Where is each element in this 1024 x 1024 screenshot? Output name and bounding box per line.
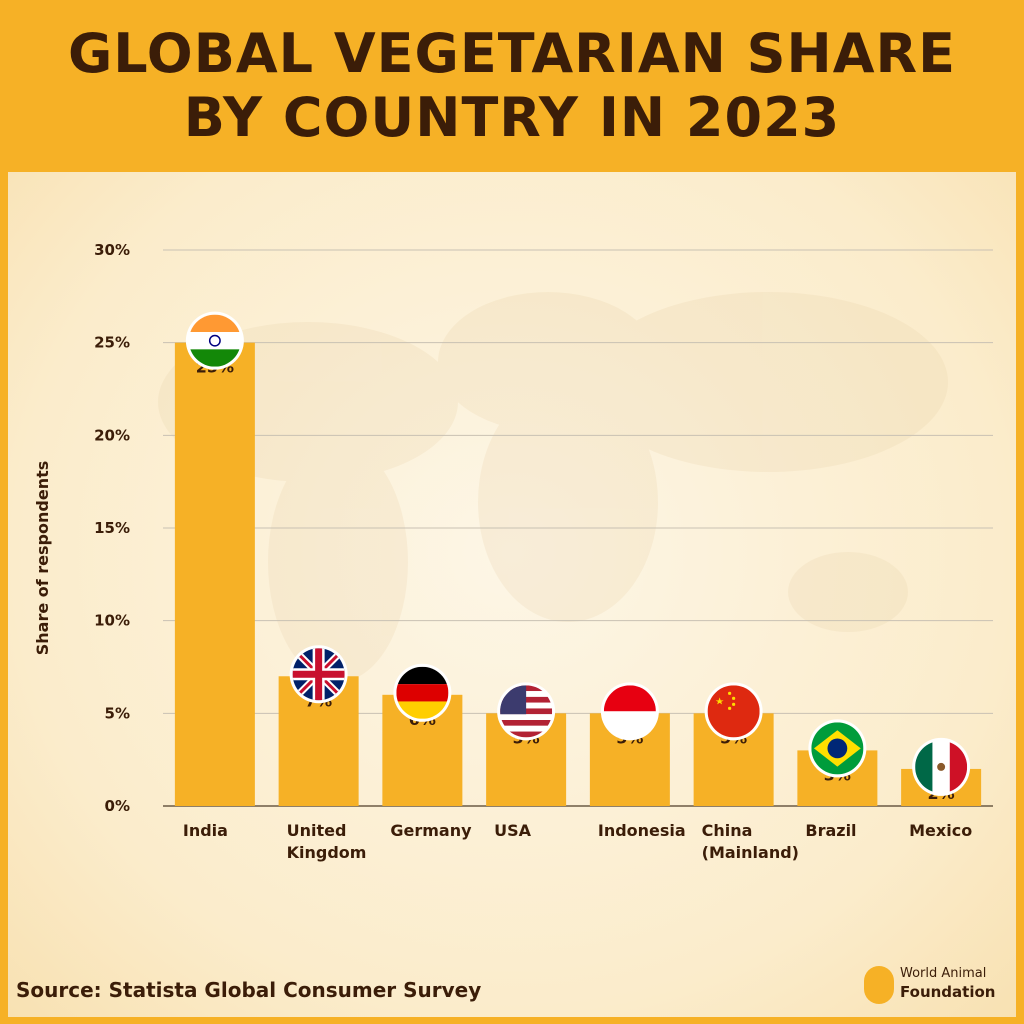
y-tick-label: 5% [105,704,130,722]
chart-title: GLOBAL VEGETARIAN SHARE BY COUNTRY IN 20… [0,22,1024,150]
bar [174,342,255,806]
china-flag-icon [704,682,763,741]
chart-title-line-1: GLOBAL VEGETARIAN SHARE [67,22,956,85]
y-tick-label: 15% [94,519,130,537]
x-category-label: Germany [390,821,472,840]
x-category-label: Indonesia [598,821,686,840]
x-category-label: United Kingdom [287,821,367,862]
uk-flag-icon [289,645,348,704]
map-continent [478,382,658,622]
germany-flag-icon [393,663,452,722]
chart-title-line-2: BY COUNTRY IN 2023 [183,86,841,149]
chart-panel: 0%5%10%15%20%25%30%Share of respondents2… [8,172,1016,1017]
logo-line-2: Foundation [900,983,996,1001]
y-axis-label: Share of respondents [33,461,52,656]
world-animal-foundation-logo: World Animal Foundation [864,964,1014,1008]
map-continent [588,292,948,472]
mexico-flag-icon [912,737,971,796]
y-tick-label: 30% [94,241,130,259]
logo-line-1: World Animal [900,966,987,981]
map-continent [268,442,408,682]
india-flag-icon [185,311,244,370]
y-tick-label: 10% [94,612,130,630]
bar-chart: 0%5%10%15%20%25%30%Share of respondents2… [33,241,993,862]
x-category-label: USA [494,821,532,840]
map-continent [788,552,908,632]
y-tick-label: 0% [105,797,130,815]
source-note: Source: Statista Global Consumer Survey [16,978,482,1002]
x-category-label: India [183,821,228,840]
map-continent [438,292,658,432]
y-tick-label: 25% [94,334,130,352]
y-tick-label: 20% [94,426,130,444]
x-category-label: China (Mainland) [702,821,799,862]
brazil-flag-icon [808,719,867,778]
x-category-label: Brazil [805,821,856,840]
usa-flag-icon [497,682,556,741]
paw-icon [864,966,894,1004]
world-map-background [158,292,948,682]
indonesia-flag-icon [600,682,659,741]
x-category-label: Mexico [909,821,972,840]
